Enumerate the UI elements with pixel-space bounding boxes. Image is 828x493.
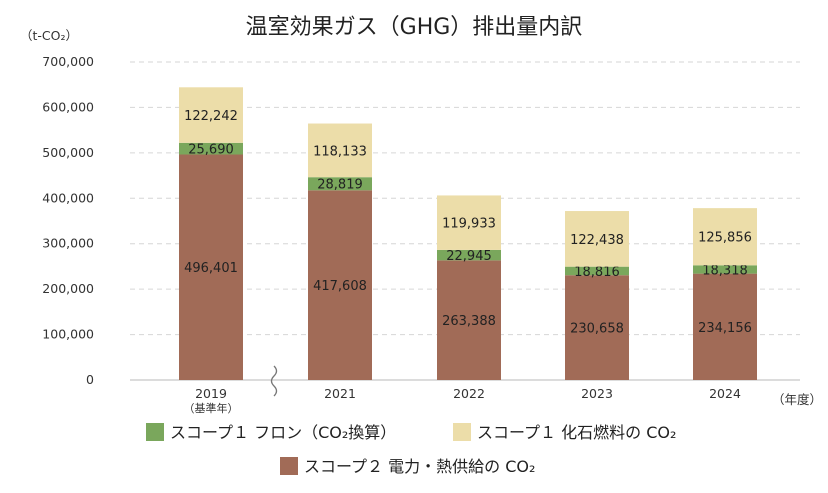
y-axis-unit: （t-CO₂） xyxy=(20,28,78,43)
x-axis-ticks: 2019（基準年） 2021 2022 2023 2024 xyxy=(184,365,741,415)
axis-break-marker xyxy=(270,365,278,397)
y-tick-label: 200,000 xyxy=(42,281,94,296)
bar-segment xyxy=(565,275,629,380)
data-label: 18,816 xyxy=(574,265,620,280)
data-label: 118,133 xyxy=(313,144,367,159)
data-label: 417,608 xyxy=(313,279,367,294)
y-tick-label: 500,000 xyxy=(42,145,94,160)
data-label: 22,945 xyxy=(446,249,492,264)
legend-swatch xyxy=(453,423,471,441)
data-label: 122,242 xyxy=(184,109,238,124)
data-label: 18,318 xyxy=(702,263,748,278)
bar-segment xyxy=(179,87,243,143)
legend-swatch xyxy=(280,457,298,475)
bar-segment xyxy=(308,177,372,191)
legend-label: スコープ１ 化石燃料の CO₂ xyxy=(477,423,676,442)
series-2: 25,690 28,819 22,945 18,816 18,318 xyxy=(179,143,757,280)
series-3: 122,242 118,133 119,933 122,438 125,856 xyxy=(179,87,757,267)
x-axis-unit: （年度） xyxy=(772,392,822,407)
bar-segment xyxy=(437,249,501,261)
bar-segment xyxy=(437,195,501,250)
data-label: 122,438 xyxy=(570,233,624,248)
y-tick-label: 300,000 xyxy=(42,236,94,251)
bar-segment xyxy=(693,273,757,380)
data-label: 125,856 xyxy=(698,231,752,246)
bar-segment xyxy=(693,265,757,274)
bar-segment xyxy=(693,208,757,266)
legend-swatch xyxy=(146,423,164,441)
data-label: 496,401 xyxy=(184,261,238,276)
y-axis-ticks: 0 100,000 200,000 300,000 400,000 500,000 600,… xyxy=(42,54,94,387)
data-label: 230,658 xyxy=(570,322,624,337)
x-tick-label: 2024 xyxy=(709,386,741,401)
series-1: 496,401 417,608 263,388 230,658 234,156 xyxy=(179,154,757,380)
bar-segment xyxy=(437,260,501,380)
legend-label: スコープ２ 電力・熱供給の CO₂ xyxy=(304,457,535,476)
legend: スコープ１ フロン（CO₂換算） スコープ１ 化石燃料の CO₂ スコープ２ 電力・… xyxy=(146,423,676,476)
x-tick-label: 2021 xyxy=(324,386,356,401)
y-tick-label: 100,000 xyxy=(42,327,94,342)
data-label: 119,933 xyxy=(442,217,496,232)
data-label: 234,156 xyxy=(698,321,752,336)
data-label: 25,690 xyxy=(188,143,234,158)
data-label: 263,388 xyxy=(442,314,496,329)
y-tick-label: 700,000 xyxy=(42,54,94,69)
y-tick-label: 400,000 xyxy=(42,190,94,205)
x-tick-label: 2022 xyxy=(453,386,485,401)
data-label: 28,819 xyxy=(317,178,363,193)
bar-segment xyxy=(179,154,243,380)
bars: 496,401 417,608 263,388 230,658 234,156 25,69… xyxy=(179,87,757,380)
x-tick-label: 2023 xyxy=(581,386,613,401)
x-tick-label: 2019 xyxy=(195,386,227,401)
bar-segment xyxy=(308,123,372,178)
bar-segment xyxy=(179,142,243,155)
bar-segment xyxy=(308,190,372,380)
bar-segment xyxy=(565,211,629,267)
bar-segment xyxy=(565,266,629,276)
chart-title: 温室効果ガス（GHG）排出量内訳 xyxy=(246,15,583,40)
y-tick-label: 600,000 xyxy=(42,99,94,114)
x-tick-sublabel: （基準年） xyxy=(184,401,239,415)
y-tick-label: 0 xyxy=(86,372,94,387)
legend-label: スコープ１ フロン（CO₂換算） xyxy=(170,423,396,442)
